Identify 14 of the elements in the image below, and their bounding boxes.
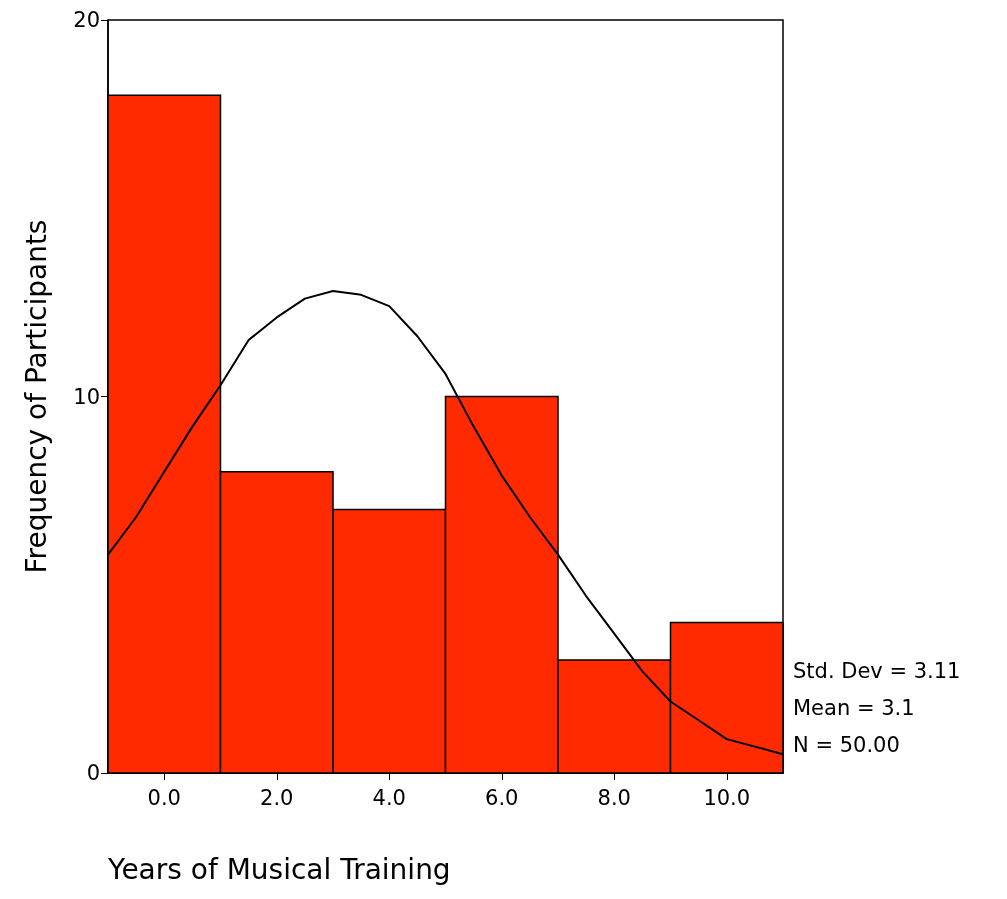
x-tick-label: 6.0 <box>485 785 519 810</box>
x-axis-title: Years of Musical Training <box>107 852 451 886</box>
x-tick-label: 4.0 <box>372 785 406 810</box>
x-tick-label: 10.0 <box>703 785 751 810</box>
y-tick-label: 0 <box>86 761 100 785</box>
y-axis-title: Frequency of Participants <box>19 219 53 574</box>
text: Std. Dev = 3.11 <box>793 658 961 683</box>
x-tick-label: 2.0 <box>260 785 294 810</box>
y-tick-label: 20 <box>73 8 100 32</box>
text: N = 50.00 <box>793 732 900 757</box>
x-tick-label: 0.0 <box>147 785 181 810</box>
y-tick-label: 10 <box>73 384 100 409</box>
text: Mean = 3.1 <box>793 695 915 720</box>
x-tick-label: 8.0 <box>597 785 631 810</box>
